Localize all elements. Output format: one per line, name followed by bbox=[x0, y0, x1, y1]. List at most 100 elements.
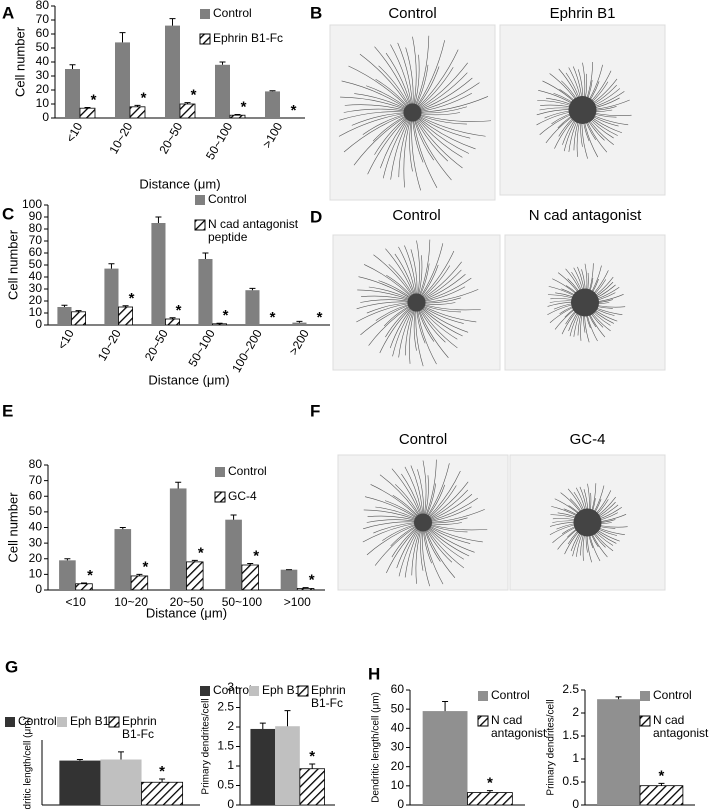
bar bbox=[169, 488, 187, 590]
bar bbox=[292, 322, 307, 325]
error-bar bbox=[76, 759, 83, 761]
image-caption: Control bbox=[388, 5, 436, 22]
y-tick-label: 40 bbox=[29, 269, 43, 283]
y-axis-label: Cell number bbox=[12, 26, 27, 97]
x-tick-label: 10~20 bbox=[106, 120, 135, 156]
legend-label: Ephrin B1-Fc bbox=[213, 32, 284, 45]
bar bbox=[151, 223, 166, 325]
significance-marker: * bbox=[198, 544, 204, 561]
error-bar bbox=[247, 562, 254, 565]
image-caption: Control bbox=[399, 431, 447, 448]
legend-label-box: Control bbox=[213, 684, 252, 697]
error-bar bbox=[296, 320, 303, 323]
y-tick-label: 0 bbox=[35, 317, 42, 331]
bar bbox=[57, 307, 72, 325]
error-bar bbox=[134, 104, 141, 107]
y-axis-label: Dendritic length/cell (μm) bbox=[371, 692, 382, 803]
y-tick-label: 10 bbox=[29, 567, 43, 581]
y-tick-label: 20 bbox=[29, 551, 43, 565]
legend-label: Control bbox=[653, 689, 692, 702]
error-bar bbox=[309, 763, 316, 769]
bar bbox=[115, 42, 130, 118]
bar bbox=[597, 699, 640, 805]
bar bbox=[65, 69, 80, 118]
y-tick-label: 2 bbox=[227, 719, 234, 733]
panel-letter: E bbox=[2, 401, 13, 420]
error-bar bbox=[442, 701, 449, 712]
bar bbox=[104, 268, 119, 325]
bar bbox=[59, 560, 76, 590]
y-tick-label: 30 bbox=[29, 281, 43, 295]
y-tick-label: 1 bbox=[227, 758, 234, 772]
bar bbox=[215, 64, 230, 118]
x-tick-label: 10~20 bbox=[95, 327, 124, 363]
error-bar bbox=[269, 90, 276, 92]
legend-label-box: Control bbox=[18, 715, 57, 728]
legend-label: Control bbox=[213, 7, 252, 20]
legend-label: Ephrin B1-Fc bbox=[122, 715, 157, 741]
error-bar bbox=[230, 514, 237, 520]
legend-swatch bbox=[195, 195, 205, 205]
x-tick-label: 50~100 bbox=[222, 595, 263, 609]
legend-label-box: Ephrin B1-Fc bbox=[122, 715, 157, 741]
significance-marker: * bbox=[270, 309, 276, 326]
legend-swatch bbox=[5, 717, 15, 727]
y-tick-label: 1 bbox=[572, 751, 579, 765]
x-tick-label: >200 bbox=[286, 327, 312, 358]
significance-marker: * bbox=[87, 567, 93, 584]
error-bar bbox=[658, 782, 665, 786]
error-bar bbox=[486, 790, 493, 793]
legend-swatch bbox=[200, 686, 210, 696]
y-tick-label: 10 bbox=[36, 96, 50, 110]
cell-body bbox=[568, 96, 597, 124]
error-bar bbox=[219, 61, 226, 65]
legend-label-box: N cad antagonist peptide bbox=[208, 218, 299, 244]
panel-letter: B bbox=[310, 3, 322, 22]
legend-label-box: Ephrin B1-Fc bbox=[213, 32, 284, 45]
y-tick-label: 40 bbox=[29, 520, 43, 534]
x-axis-label: Distance (μm) bbox=[146, 605, 227, 620]
bar bbox=[250, 728, 276, 805]
bar bbox=[275, 726, 300, 805]
legend-label-box: Eph B1 bbox=[262, 684, 301, 697]
bar bbox=[129, 106, 146, 119]
y-axis-label: Cell number bbox=[5, 492, 20, 563]
legend-label-box: Control bbox=[208, 193, 247, 206]
cell-body bbox=[407, 293, 426, 312]
significance-marker: * bbox=[659, 767, 665, 784]
y-tick-label: 2.5 bbox=[217, 700, 234, 714]
legend-label: Control bbox=[18, 715, 57, 728]
bar bbox=[225, 519, 242, 590]
legend-label: GC-4 bbox=[228, 490, 257, 503]
y-tick-label: 0 bbox=[35, 582, 42, 596]
y-tick-label: 60 bbox=[29, 488, 43, 502]
bar bbox=[71, 311, 87, 326]
legend-label: Control bbox=[208, 193, 247, 206]
x-tick-label: 20~50 bbox=[156, 120, 185, 156]
significance-marker: * bbox=[159, 763, 165, 780]
bar bbox=[299, 768, 325, 806]
y-tick-label: 70 bbox=[29, 473, 43, 487]
error-bar bbox=[249, 287, 256, 291]
y-axis-label: Primary dendrites/cell bbox=[201, 698, 212, 794]
significance-marker: * bbox=[223, 307, 229, 324]
significance-marker: * bbox=[487, 775, 493, 792]
legend-label: N cad antagonist peptide bbox=[208, 218, 299, 244]
legend-label-box: Control bbox=[228, 465, 267, 478]
significance-marker: * bbox=[291, 102, 297, 119]
x-tick-label: 20~50 bbox=[170, 595, 204, 609]
y-axis-label: Cell number bbox=[5, 229, 20, 300]
y-axis-label: Dendritic length/cell (μm) bbox=[23, 717, 34, 809]
error-bar bbox=[159, 778, 166, 783]
bar bbox=[198, 259, 213, 325]
legend-label: N cad antagonist bbox=[491, 714, 547, 740]
x-tick-label: <10 bbox=[63, 120, 85, 145]
significance-marker: * bbox=[309, 572, 315, 589]
y-tick-label: 90 bbox=[29, 209, 43, 223]
x-tick-label: <10 bbox=[66, 595, 87, 609]
error-bar bbox=[184, 102, 191, 104]
panel-letter: C bbox=[2, 204, 14, 223]
error-bar bbox=[122, 305, 129, 307]
bar bbox=[79, 107, 96, 119]
error-bar bbox=[64, 558, 71, 561]
